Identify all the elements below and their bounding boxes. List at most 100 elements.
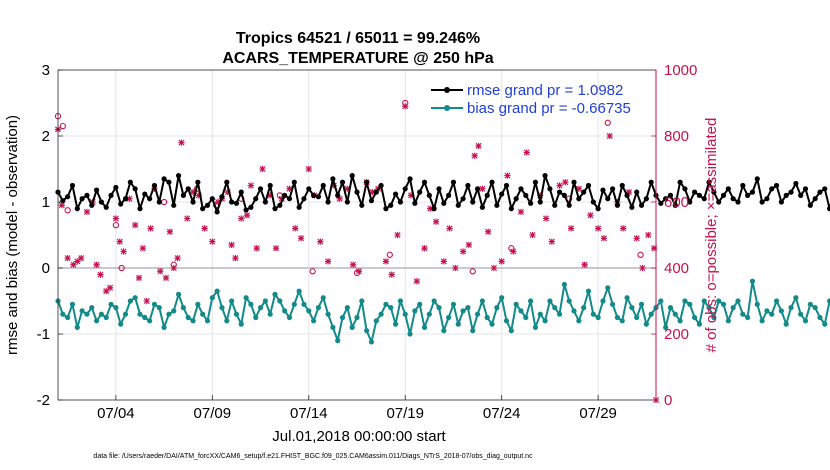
legend-bias-marker <box>444 105 450 111</box>
rmse-point <box>499 191 505 197</box>
rmse-point <box>392 191 399 197</box>
bias-point <box>388 305 394 311</box>
obs-assimilated-marker <box>297 235 305 242</box>
rmse-point <box>484 192 490 198</box>
rmse-point <box>629 204 635 210</box>
obs-assimilated-glyph <box>305 165 312 173</box>
rmse-point <box>523 192 529 198</box>
obs-assimilated-glyph <box>139 245 146 252</box>
rmse-point <box>783 192 789 198</box>
obs-assimilated-marker <box>201 225 208 232</box>
obs-assimilated-marker <box>93 261 100 268</box>
obs-assimilated-glyph <box>440 258 447 265</box>
rmse-point <box>556 189 563 195</box>
rmse-point <box>286 196 293 202</box>
bias-point <box>253 314 259 321</box>
rmse-point <box>450 179 457 185</box>
obs-assimilated-glyph <box>504 172 511 179</box>
rmse-point <box>773 182 780 189</box>
obs-assimilated-marker <box>475 142 482 150</box>
bias-point <box>769 311 775 317</box>
obs-assimilated-marker <box>548 238 555 245</box>
y-axis-label-right: # of obs: o=possible; ×=assimilated <box>703 118 720 353</box>
bias-point <box>793 295 799 301</box>
rmse-point <box>84 192 90 198</box>
obs-assimilated-marker <box>139 245 146 252</box>
obs-assimilated-marker <box>106 284 114 291</box>
bias-point <box>513 301 519 307</box>
rmse-point <box>759 199 765 205</box>
obs-assimilated-marker <box>112 215 119 222</box>
rmse-point <box>195 179 201 185</box>
obs-assimilated-glyph <box>232 254 239 262</box>
y-tick-label-right: 200 <box>664 326 689 343</box>
obs-assimilated-glyph <box>490 264 498 272</box>
bias-point <box>528 298 534 304</box>
bias-point <box>219 305 225 311</box>
obs-assimilated-glyph <box>58 202 65 209</box>
obs-assimilated-glyph <box>195 192 202 199</box>
rmse-point <box>581 189 587 195</box>
obs-assimilated-marker <box>238 215 245 222</box>
obs-assimilated-marker <box>633 235 640 242</box>
obs-assimilated-glyph <box>259 165 266 173</box>
obs-assimilated-glyph <box>465 241 473 249</box>
rmse-point <box>778 199 784 205</box>
bias-point <box>200 311 206 317</box>
bias-point <box>503 318 510 324</box>
obs-assimilated-glyph <box>228 241 235 249</box>
rmse-point <box>209 196 215 202</box>
obs-assimilated-glyph <box>344 185 351 192</box>
obs-assimilated-marker <box>143 297 150 305</box>
rmse-point <box>79 196 85 202</box>
bias-point <box>619 318 625 324</box>
bias-point <box>103 314 109 321</box>
x-tick-label: 07/04 <box>97 405 135 422</box>
obs-assimilated-glyph <box>350 261 357 268</box>
obs-assimilated-glyph <box>120 248 127 255</box>
y-tick-label-right: 400 <box>664 260 689 277</box>
bias-point <box>296 288 302 294</box>
obs-assimilated-marker <box>228 241 235 249</box>
bias-point <box>735 298 741 304</box>
bias-point <box>523 314 529 321</box>
rmse-point <box>455 202 461 208</box>
rmse-point <box>426 192 432 198</box>
obs-assimilated-marker <box>382 258 390 265</box>
rmse-point <box>470 199 476 205</box>
obs-assimilated-glyph <box>523 149 530 156</box>
bias-point <box>132 295 138 301</box>
bias-point <box>740 311 746 317</box>
rmse-point <box>822 186 828 192</box>
obs-assimilated-marker <box>355 268 363 275</box>
bias-point <box>243 295 249 301</box>
y-tick-label-left: 1 <box>42 194 50 211</box>
obs-assimilated-marker <box>537 192 544 199</box>
rmse-point <box>677 179 683 185</box>
rmse-point <box>716 199 722 205</box>
rmse-point <box>605 196 611 202</box>
obs-possible-marker <box>118 264 125 272</box>
rmse-point <box>320 182 326 189</box>
obs-assimilated-glyph <box>595 225 602 232</box>
rmse-point <box>69 182 76 189</box>
bias-point <box>759 318 765 324</box>
obs-assimilated-glyph <box>639 264 646 272</box>
rmse-point <box>397 199 404 205</box>
bias-point <box>696 321 703 327</box>
rmse-point <box>248 204 254 210</box>
bias-point <box>277 298 283 304</box>
bias-point <box>576 318 582 324</box>
bias-point <box>238 321 244 327</box>
obs-assimilated-marker <box>278 195 285 202</box>
obs-assimilated-marker <box>581 261 588 268</box>
obs-assimilated-marker <box>459 248 467 255</box>
obs-assimilated-glyph <box>132 221 139 229</box>
obs-assimilated-marker <box>272 245 280 252</box>
rmse-point <box>113 184 119 191</box>
rmse-point <box>658 200 664 206</box>
y-tick-label-left: 3 <box>42 62 50 79</box>
obs-assimilated-marker <box>120 248 127 255</box>
obs-assimilated-marker <box>83 208 91 216</box>
